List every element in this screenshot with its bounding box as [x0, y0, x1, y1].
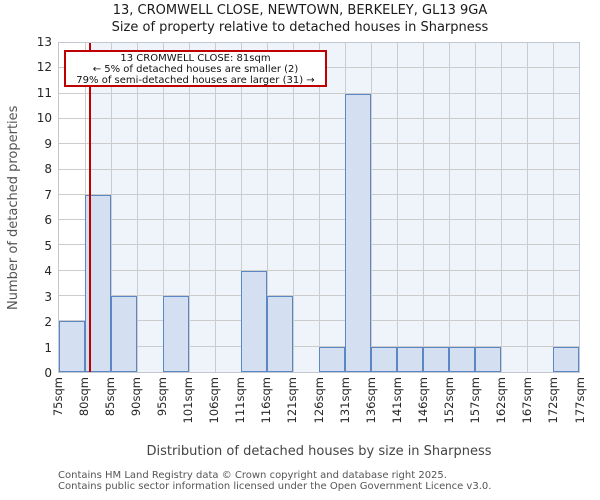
histogram-bar — [423, 346, 449, 372]
annotation-box: 13 CROMWELL CLOSE: 81sqm ← 5% of detache… — [64, 50, 327, 87]
histogram-bar — [553, 346, 579, 372]
y-tick-label: 6 — [44, 213, 52, 228]
y-tick-label: 7 — [44, 187, 52, 202]
x-gridline — [189, 43, 190, 372]
histogram-bar — [475, 346, 501, 372]
y-tick-label: 11 — [36, 85, 52, 100]
x-tick-label: 80sqm — [76, 377, 91, 417]
x-gridline — [371, 43, 372, 372]
y-tick-label: 12 — [36, 60, 52, 75]
x-gridline — [553, 43, 554, 372]
chart-title: 13, CROMWELL CLOSE, NEWTOWN, BERKELEY, G… — [112, 3, 488, 18]
x-gridline — [319, 43, 320, 372]
y-tick-label: 8 — [44, 162, 52, 177]
plot-area — [58, 42, 580, 373]
x-axis-title: Distribution of detached houses by size … — [146, 444, 492, 459]
x-gridline — [241, 43, 242, 372]
x-gridline — [137, 43, 138, 372]
x-tick-label: 162sqm — [494, 377, 509, 424]
x-tick-label: 126sqm — [311, 377, 326, 424]
x-tick-label: 95sqm — [154, 377, 169, 417]
x-gridline — [215, 43, 216, 372]
x-tick-label: 116sqm — [259, 377, 274, 424]
annotation-property-label: 13 CROMWELL CLOSE: 81sqm — [120, 53, 271, 64]
x-tick-label: 141sqm — [389, 377, 404, 424]
x-gridline — [423, 43, 424, 372]
x-tick-label: 152sqm — [442, 377, 456, 424]
x-tick-label: 146sqm — [415, 377, 430, 424]
x-tick-label: 75sqm — [50, 377, 65, 417]
x-tick-label: 106sqm — [207, 377, 222, 424]
x-tick-label: 177sqm — [572, 377, 587, 424]
y-tick-label: 9 — [44, 136, 52, 151]
histogram-bar — [241, 270, 267, 372]
y-tick-label: 1 — [44, 340, 52, 355]
x-gridline — [267, 43, 268, 372]
x-gridline — [163, 43, 164, 372]
x-gridline — [475, 43, 476, 372]
x-gridline — [111, 43, 112, 372]
x-tick-label: 131sqm — [337, 377, 352, 424]
x-gridline — [293, 43, 294, 372]
histogram-bar — [267, 296, 293, 372]
histogram-bar — [319, 346, 345, 372]
x-tick-label: 85sqm — [102, 377, 117, 417]
y-tick-label: 2 — [44, 315, 52, 330]
histogram-bar — [449, 346, 475, 372]
x-gridline — [501, 43, 502, 372]
y-tick-label: 3 — [44, 289, 52, 304]
y-tick-label: 13 — [36, 35, 52, 49]
x-tick-label: 111sqm — [233, 377, 248, 424]
y-tick-label: 0 — [44, 366, 52, 380]
x-tick-label: 121sqm — [285, 377, 300, 424]
histogram-bar — [371, 346, 397, 372]
y-tick-label: 5 — [44, 238, 52, 253]
x-tick-label: 90sqm — [128, 377, 143, 417]
x-tick-label: 157sqm — [468, 377, 483, 424]
histogram-bar — [397, 346, 423, 372]
x-tick-label: 172sqm — [546, 377, 561, 424]
y-tick-label: 10 — [36, 111, 52, 126]
x-tick-label: 136sqm — [363, 377, 378, 424]
footer-line-2: Contains public sector information licen… — [58, 481, 492, 492]
footer-line-1: Contains HM Land Registry data © Crown c… — [58, 470, 447, 481]
x-gridline — [449, 43, 450, 372]
histogram-bar — [59, 321, 85, 372]
y-tick-label: 4 — [44, 264, 52, 279]
annotation-smaller-stat: ← 5% of detached houses are smaller (2) — [92, 64, 299, 75]
x-tick-label: 167sqm — [520, 377, 535, 424]
chart-subtitle: Size of property relative to detached ho… — [111, 20, 489, 35]
histogram-bar — [163, 296, 189, 372]
x-gridline — [527, 43, 528, 372]
histogram-bar — [345, 93, 371, 372]
histogram-bar — [111, 296, 137, 372]
annotation-larger-stat: 79% of semi-detached houses are larger (… — [76, 75, 315, 86]
x-gridline — [397, 43, 398, 372]
x-tick-label: 101sqm — [181, 377, 195, 424]
subject-property-marker-line — [89, 43, 92, 372]
